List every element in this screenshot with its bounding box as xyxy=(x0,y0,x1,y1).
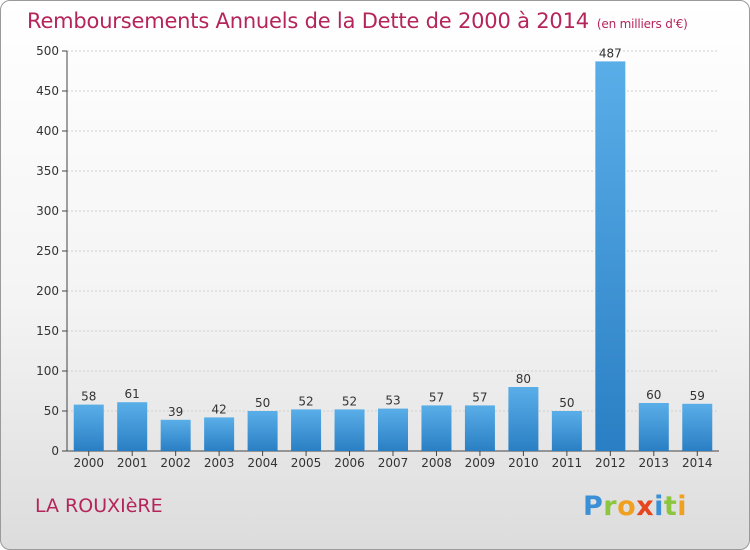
x-tick-label-2009: 2009 xyxy=(465,456,496,470)
x-tick-label-2014: 2014 xyxy=(682,456,713,470)
bar-2008 xyxy=(421,405,452,451)
x-tick-label-2001: 2001 xyxy=(117,456,148,470)
data-label-2003: 42 xyxy=(211,402,226,416)
bar-2010 xyxy=(508,387,539,451)
proxiti-logo: Proxiti xyxy=(583,491,688,522)
data-label-2012: 487 xyxy=(599,46,622,60)
x-tick-label-2011: 2011 xyxy=(552,456,583,470)
x-tick-label-2000: 2000 xyxy=(73,456,104,470)
x-tick-label-2006: 2006 xyxy=(334,456,365,470)
data-label-2011: 50 xyxy=(559,396,574,410)
data-label-2001: 61 xyxy=(125,387,140,401)
x-tick-label-2012: 2012 xyxy=(595,456,626,470)
y-tick-label: 400 xyxy=(36,124,59,138)
bar-2012 xyxy=(595,61,626,452)
data-label-2005: 52 xyxy=(298,394,313,408)
chart-title-text: Remboursements Annuels de la Dette de 20… xyxy=(27,9,589,33)
bar-2011 xyxy=(551,411,582,451)
bar-2009 xyxy=(464,405,495,451)
bar-2006 xyxy=(334,409,365,451)
bar-2002 xyxy=(160,419,191,451)
bar-2003 xyxy=(204,417,235,451)
bar-2000 xyxy=(73,404,104,451)
bar-2014 xyxy=(682,403,713,451)
x-tick-label-2007: 2007 xyxy=(378,456,409,470)
y-tick-label: 350 xyxy=(36,164,59,178)
data-label-2014: 59 xyxy=(690,389,705,403)
y-tick-label: 0 xyxy=(51,444,59,458)
x-tick-label-2003: 2003 xyxy=(204,456,235,470)
y-tick-label: 200 xyxy=(36,284,59,298)
x-tick-label-2005: 2005 xyxy=(291,456,322,470)
data-label-2010: 80 xyxy=(516,372,531,386)
chart-title: Remboursements Annuels de la Dette de 20… xyxy=(27,9,688,33)
x-tick-label-2002: 2002 xyxy=(160,456,191,470)
data-label-2013: 60 xyxy=(646,388,661,402)
y-tick-label: 150 xyxy=(36,324,59,338)
y-tick-label: 500 xyxy=(36,44,59,58)
data-label-2004: 50 xyxy=(255,396,270,410)
y-tick-label: 450 xyxy=(36,84,59,98)
y-tick-label: 250 xyxy=(36,244,59,258)
bar-2007 xyxy=(378,408,408,451)
data-label-2009: 57 xyxy=(472,390,487,404)
commune-name: LA ROUXIèRE xyxy=(35,495,163,517)
y-tick-label: 300 xyxy=(36,204,59,218)
bar-2013 xyxy=(638,403,669,451)
x-tick-label-2013: 2013 xyxy=(639,456,670,470)
chart-unit-label: (en milliers d'€) xyxy=(596,17,688,31)
y-tick-label: 100 xyxy=(36,364,59,378)
bar-2004 xyxy=(247,411,278,451)
data-label-2000: 58 xyxy=(81,390,96,404)
x-tick-label-2010: 2010 xyxy=(508,456,539,470)
x-tick-label-2008: 2008 xyxy=(421,456,452,470)
data-label-2007: 53 xyxy=(385,394,400,408)
bar-2005 xyxy=(291,409,322,451)
y-tick-label: 50 xyxy=(44,404,59,418)
x-tick-label-2004: 2004 xyxy=(247,456,278,470)
data-label-2008: 57 xyxy=(429,390,444,404)
data-label-2006: 52 xyxy=(342,394,357,408)
data-label-2002: 39 xyxy=(168,405,183,419)
bar-2001 xyxy=(117,402,148,451)
